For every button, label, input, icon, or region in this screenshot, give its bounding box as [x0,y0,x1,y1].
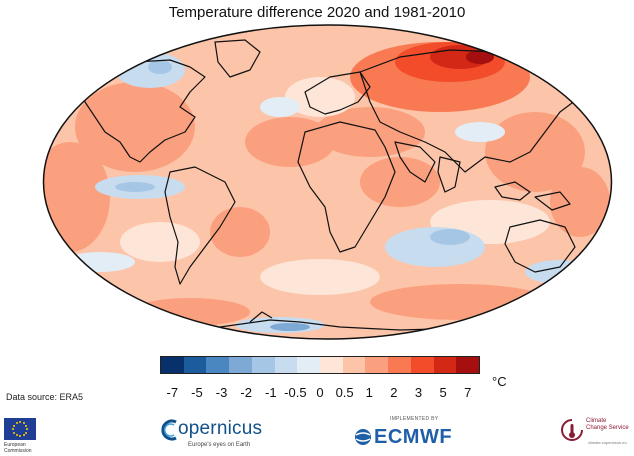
c3s-url: climate.copernicus.eu [588,440,627,445]
eu-star-icon [15,434,18,437]
colorbar-tick-label: -2 [240,385,252,400]
colorbar-swatch [251,357,275,373]
copernicus-tagline: Europe's eyes on Earth [188,442,251,448]
colorbar-tick-label: -5 [191,385,203,400]
colorbar-swatch [229,357,252,373]
copernicus-logo: opernicus Europe's eyes on Earth [160,416,300,452]
colorbar-swatch [161,357,184,373]
c3s-logo: Climate Change Service climate.copernicu… [560,416,634,456]
eu-star-icon [12,428,14,430]
eu-star-icon [12,424,15,427]
colorbar-swatch [433,357,457,373]
logo-strip: European Commission opernicus Europe's e… [0,410,634,456]
colorbar-swatch [388,357,411,373]
eu-star-icon [25,431,28,434]
colorbar-swatch [365,357,389,373]
colorbar-swatch [456,357,480,373]
eu-star-icon [19,435,21,437]
colorbar-ticks: -7 -5 -3 -2 -1 -0.5 0 0.5 1 2 3 5 7 [140,385,500,403]
eu-commission-logo: European Commission [4,418,44,456]
eu-flag-icon [4,418,36,440]
eu-star-icon [26,428,28,430]
colorbar-tick-label: 5 [439,385,447,400]
colorbar-tick-label: -3 [215,385,228,400]
eu-text-line: Commission [4,448,32,454]
colorbar-swatch [320,357,343,373]
c3s-thermometer-icon [561,419,583,441]
colorbar-tick-label: 2 [390,385,398,400]
ecmwf-wordmark: ECMWF [374,426,453,448]
colorbar-tick-label: -0.5 [284,385,307,400]
colorbar-tick-label: 0 [316,385,324,400]
eu-star-icon [25,424,28,427]
c3s-name-line: Change Service [586,425,629,431]
colorbar-tick-label: 0.5 [335,385,354,400]
colorbar-unit: °C [492,374,507,389]
ecmwf-implemented-by: IMPLEMENTED BY [390,416,439,422]
c3s-name-line: Climate [586,418,607,424]
colorbar-tick-label: 3 [414,385,423,400]
map-svg [42,24,613,340]
anomaly-field [43,25,612,339]
eu-star-icon [22,421,25,424]
ecmwf-globe-icon [355,429,371,445]
copernicus-c-icon [161,419,177,441]
ecmwf-logo: IMPLEMENTED BY ECMWF [350,416,490,452]
copernicus-wordmark: opernicus [178,418,263,439]
c3s-name: Climate Change Service [586,418,629,432]
globe-outline [42,24,613,340]
eu-star-icon [19,421,21,423]
colorbar-swatch [183,357,207,373]
world-temperature-map [40,22,615,342]
colorbar-tick-label: 1 [365,385,373,400]
colorbar-tick-label: -7 [166,385,179,400]
colorbar-swatch [206,357,230,373]
colorbar-tick-label: -1 [264,385,277,400]
map-title: Temperature difference 2020 and 1981-201… [168,4,466,21]
colorbar [160,356,480,374]
colorbar-swatch [274,357,298,373]
eu-star-icon [15,421,18,424]
colorbar-tick-label: 7 [464,385,472,400]
eu-star-icon [12,431,15,434]
colorbar-swatch [342,357,366,373]
colorbar-swatch [410,357,434,373]
eu-star-icon [22,434,25,437]
data-source: Data source: ERA5 [6,392,84,402]
colorbar-swatch [297,357,321,373]
eu-text-line: European [4,442,26,448]
